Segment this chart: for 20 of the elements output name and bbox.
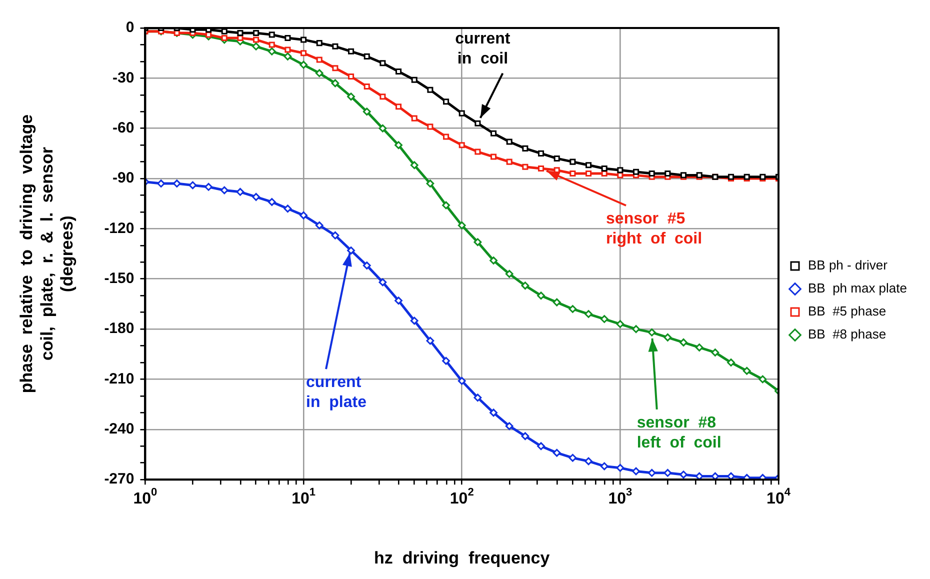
annotation: sensor #8 left of coil (636, 414, 722, 452)
y-tick-label: -270 (104, 470, 134, 488)
x-axis-title: hz driving frequency (374, 548, 550, 568)
legend-label: BB #8 phase (808, 326, 886, 342)
y-tick-label: -240 (104, 420, 134, 438)
legend-label: BB #5 phase (808, 304, 886, 319)
annotation: sensor #5 right of coil (606, 210, 702, 248)
y-tick-label: -30 (112, 69, 134, 86)
y-axis-title: phase relative to driving voltage coil, plate, r. & l. sensor (degrees) (16, 114, 77, 394)
annotation: current in plate (306, 374, 367, 412)
legend-label: BB ph max plate (808, 280, 907, 296)
y-tick-label: -90 (112, 170, 134, 187)
y-tick-label: -60 (112, 119, 134, 136)
y-tick-label: -150 (104, 270, 134, 288)
annotation: current in coil (455, 30, 511, 68)
legend-label: BB ph - driver (808, 258, 888, 273)
y-tick-label: 0 (126, 19, 134, 36)
y-tick-label: -210 (104, 370, 134, 388)
y-tick-label: -180 (104, 320, 134, 338)
y-tick-label: -120 (104, 220, 134, 237)
